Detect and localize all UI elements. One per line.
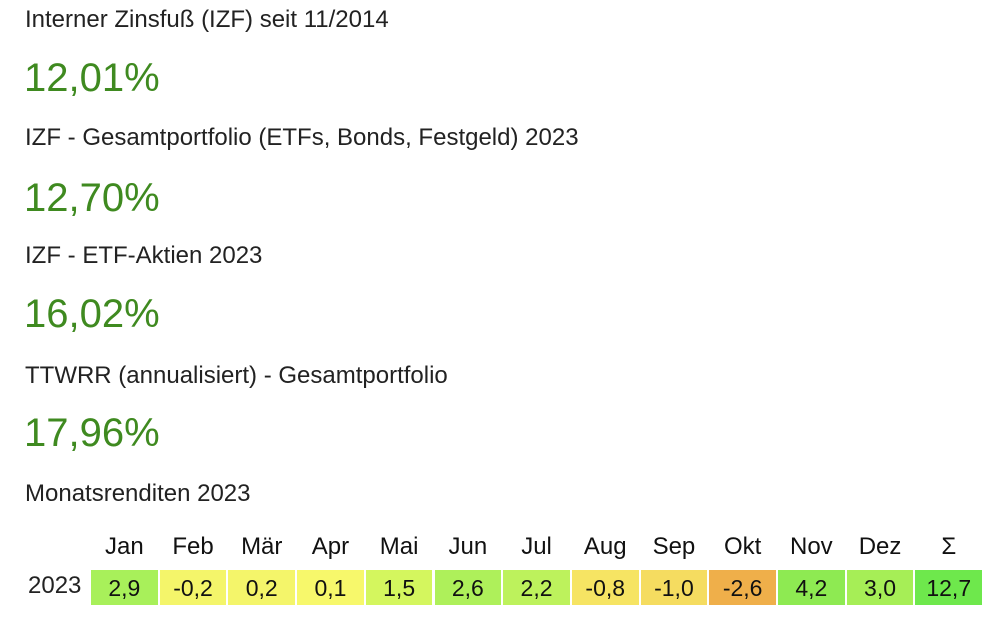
column-header: Jul xyxy=(521,533,552,560)
return-cell: 2,2 xyxy=(502,569,571,606)
metric-label: IZF - ETF-Aktien 2023 xyxy=(25,242,263,269)
metric-value: 12,70% xyxy=(24,176,160,220)
return-cell: 0,1 xyxy=(296,569,365,606)
metric-value: 12,01% xyxy=(24,56,160,100)
return-cell: -2,6 xyxy=(708,569,777,606)
column-header: Apr xyxy=(311,533,350,560)
column-header: Feb xyxy=(172,533,214,560)
return-cell: 2,9 xyxy=(90,569,159,606)
column-header: Σ xyxy=(941,533,957,560)
table-title: Monatsrenditen 2023 xyxy=(25,480,251,507)
return-cell: 3,0 xyxy=(845,569,915,606)
column-header: Mär xyxy=(241,533,283,560)
return-cell: 2,6 xyxy=(433,569,503,606)
column-header: Nov xyxy=(790,533,833,560)
return-cell: 1,5 xyxy=(364,569,434,606)
metric-label: TTWRR (annualisiert) - Gesamtportfolio xyxy=(25,362,448,389)
column-header: Okt xyxy=(723,533,762,560)
column-header: Jun xyxy=(448,533,488,560)
metric-label: IZF - Gesamtportfolio (ETFs, Bonds, Fest… xyxy=(25,124,579,151)
metric-value: 17,96% xyxy=(24,411,160,455)
return-cell: 0,2 xyxy=(227,569,297,606)
column-header: Dez xyxy=(858,533,902,560)
return-cell: 12,7 xyxy=(914,569,984,606)
column-header: Aug xyxy=(583,533,627,560)
return-cell: -1,0 xyxy=(639,569,709,606)
return-cell: -0,2 xyxy=(158,569,228,606)
row-label: 2023 xyxy=(28,572,82,599)
column-header: Jan xyxy=(104,533,144,560)
return-cell: 4,2 xyxy=(777,569,846,606)
metric-value: 16,02% xyxy=(24,292,160,336)
return-cell: -0,8 xyxy=(570,569,640,606)
column-header: Mai xyxy=(379,533,419,560)
metric-label: Interner Zinsfuß (IZF) seit 11/2014 xyxy=(25,6,389,33)
column-header: Sep xyxy=(652,533,696,560)
